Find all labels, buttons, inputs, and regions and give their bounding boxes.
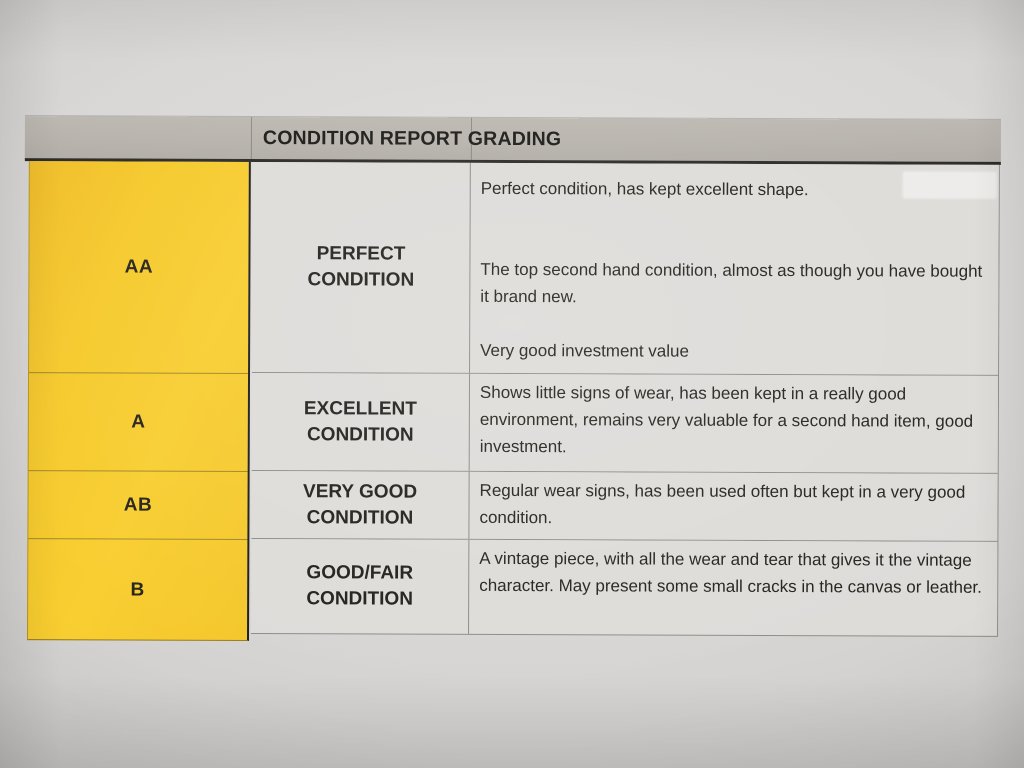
condition-grading-table: CONDITION REPORT GRADING AA A AB B PERFE… <box>23 116 1002 646</box>
description-paragraph: Very good investment value <box>480 340 690 361</box>
table-body: PERFECT CONDITION Perfect condition, has… <box>251 162 1000 637</box>
condition-label-cell: GOOD/FAIR CONDITION <box>251 539 470 634</box>
grade-cell-b: B <box>28 538 248 641</box>
condition-label: EXCELLENT CONDITION <box>303 397 417 446</box>
condition-label: GOOD/FAIR CONDITION <box>306 562 414 610</box>
whiteout-patch <box>902 171 997 199</box>
table-row: VERY GOOD CONDITION Regular wear signs, … <box>251 471 998 542</box>
description-paragraph: Shows little signs of wear, has been kep… <box>479 382 974 457</box>
condition-description-cell: Shows little signs of wear, has been kep… <box>470 374 998 473</box>
condition-description-cell: A vintage piece, with all the wear and t… <box>469 540 997 636</box>
grade-cell-aa: AA <box>124 256 154 278</box>
grade-cell-a: A <box>28 372 249 471</box>
grade-cell-ab: AB <box>28 470 248 539</box>
table-row: GOOD/FAIR CONDITION A vintage piece, wit… <box>251 539 998 637</box>
header-column-divider <box>250 116 253 159</box>
table-title: CONDITION REPORT GRADING <box>262 127 562 151</box>
table-header-bar: CONDITION REPORT GRADING <box>24 116 1002 165</box>
table-row: EXCELLENT CONDITION Shows little signs o… <box>251 373 999 474</box>
grade-column: AA A AB B <box>27 161 251 641</box>
condition-label: PERFECT CONDITION <box>307 243 415 291</box>
condition-label-cell: EXCELLENT CONDITION <box>251 373 471 471</box>
description-paragraph: The top second hand condition, almost as… <box>480 259 983 307</box>
description-paragraph: Regular wear signs, has been used often … <box>479 480 966 528</box>
condition-label-cell: VERY GOOD CONDITION <box>251 471 470 539</box>
condition-label: VERY GOOD CONDITION <box>303 480 418 529</box>
table-row: PERFECT CONDITION Perfect condition, has… <box>252 162 999 376</box>
condition-description-cell: Regular wear signs, has been used often … <box>469 472 997 541</box>
description-paragraph: A vintage piece, with all the wear and t… <box>479 548 982 597</box>
condition-label-cell: PERFECT CONDITION <box>252 162 471 373</box>
